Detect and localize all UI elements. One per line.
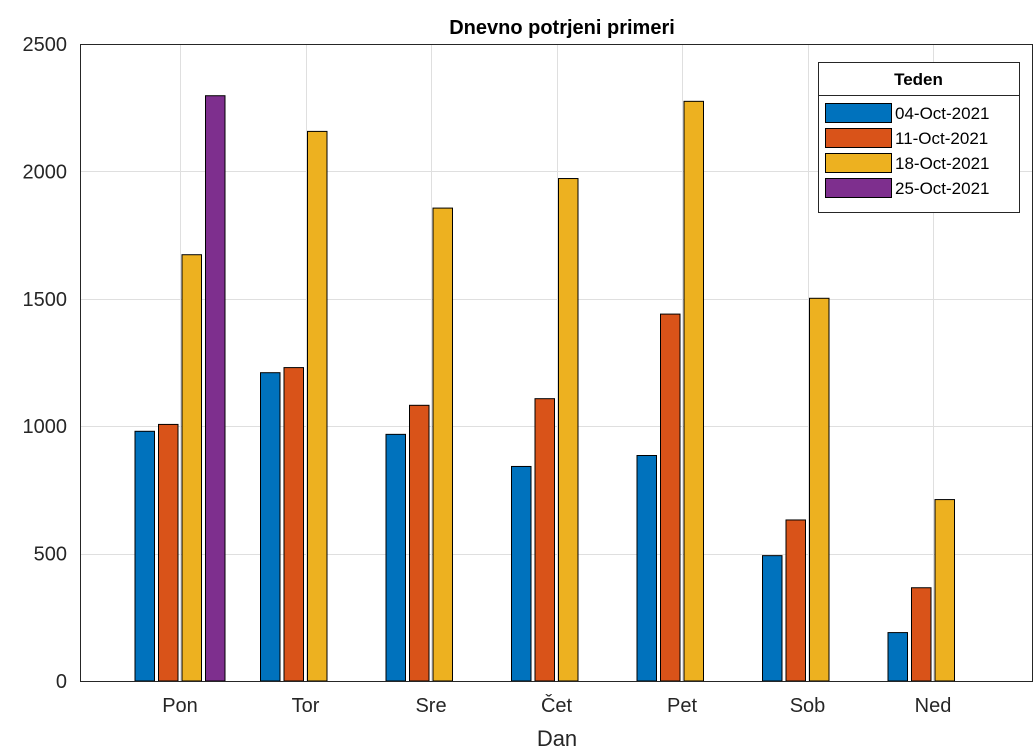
x-tick-label: Ned (915, 695, 952, 717)
legend-title: Teden (894, 70, 943, 89)
bar-18-Oct-2021-Tor (307, 130, 328, 682)
bar-18-Oct-2021-Pet (683, 100, 704, 682)
bar-04-Oct-2021-Pon (134, 430, 155, 682)
y-tick-labels: 0 500 1000 1500 2000 2500 (23, 34, 68, 693)
bar-18-Oct-2021-Sob (809, 297, 830, 682)
y-tick-label: 1500 (23, 289, 68, 311)
bar-04-Oct-2021-Tor (260, 372, 281, 682)
legend-label: 11-Oct-2021 (895, 129, 988, 148)
bar-18-Oct-2021-Čet (558, 178, 579, 682)
y-tick-label: 1000 (23, 416, 68, 438)
x-axis-label: Dan (537, 726, 577, 751)
bar-04-Oct-2021-Pet (636, 455, 657, 682)
bar-04-Oct-2021-Sob (762, 555, 783, 682)
y-tick-label: 0 (56, 671, 67, 693)
x-tick-label: Pet (667, 695, 697, 717)
bar-11-Oct-2021-Pet (660, 313, 681, 682)
legend-swatch (825, 153, 892, 173)
bar-11-Oct-2021-Sre (409, 404, 430, 682)
legend-label: 25-Oct-2021 (895, 179, 990, 198)
legend-swatch (825, 128, 892, 148)
legend-swatch (825, 178, 892, 198)
legend-swatch (825, 103, 892, 123)
grid-lines (80, 44, 1033, 682)
chart-title: Dnevno potrjeni primeri (449, 17, 675, 39)
bar-11-Oct-2021-Ned (911, 587, 932, 682)
y-tick-label: 2500 (23, 34, 68, 56)
x-tick-label: Tor (292, 695, 320, 717)
bar-11-Oct-2021-Pon (158, 423, 179, 682)
x-tick-label: Čet (541, 694, 573, 717)
bar-11-Oct-2021-Sob (785, 519, 806, 682)
bar-18-Oct-2021-Pon (181, 254, 202, 682)
x-tick-label: Sre (415, 695, 446, 717)
bar-11-Oct-2021-Čet (534, 398, 555, 682)
legend-label: 18-Oct-2021 (895, 154, 990, 173)
bar-04-Oct-2021-Ned (887, 632, 908, 682)
legend: Teden 04-Oct-2021 11-Oct-2021 18-Oct-2021 2… (818, 62, 1020, 213)
bar-11-Oct-2021-Tor (283, 367, 304, 682)
x-tick-labels: Pon Tor Sre Čet Pet Sob Ned (162, 694, 951, 717)
bar-25-Oct-2021-Pon (205, 95, 226, 682)
bar-18-Oct-2021-Sre (432, 207, 453, 682)
x-tick-label: Pon (162, 695, 198, 717)
legend-items: 04-Oct-2021 11-Oct-2021 18-Oct-2021 25-Oct-… (825, 103, 990, 198)
bar-04-Oct-2021-Sre (385, 433, 406, 682)
bars (134, 95, 955, 682)
legend-label: 04-Oct-2021 (895, 104, 990, 123)
y-tick-label: 500 (34, 544, 67, 566)
bar-18-Oct-2021-Ned (934, 499, 955, 682)
y-tick-label: 2000 (23, 161, 68, 183)
x-tick-label: Sob (790, 695, 826, 717)
plot-frame (80, 44, 1033, 682)
bar-04-Oct-2021-Čet (511, 465, 532, 682)
